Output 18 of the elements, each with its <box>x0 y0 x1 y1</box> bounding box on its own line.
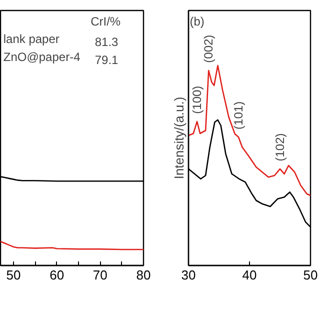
x-tick-label: 40 <box>242 268 257 282</box>
x-tick-label: 70 <box>92 268 108 282</box>
x-tick-label: 60 <box>50 268 64 282</box>
y-axis-title: Intensity/(a.u.) <box>172 96 186 180</box>
x-tick-label: 50 <box>6 268 21 282</box>
annotation: (101) <box>232 101 246 130</box>
annotation: (100) <box>190 86 204 114</box>
x-tick-label: 80 <box>136 268 151 282</box>
text: ZnO@paper-4 <box>3 50 81 64</box>
text: 79.1 <box>94 53 119 68</box>
text: 81.3 <box>94 35 119 50</box>
annotation: (002) <box>202 34 216 63</box>
text: lank paper <box>3 32 60 46</box>
text: (b) <box>190 14 204 28</box>
annotation: (102) <box>273 133 287 162</box>
text: CrI/% <box>90 14 121 28</box>
x-tick-label: 30 <box>181 268 196 282</box>
x-tick-label: 50 <box>303 268 318 282</box>
